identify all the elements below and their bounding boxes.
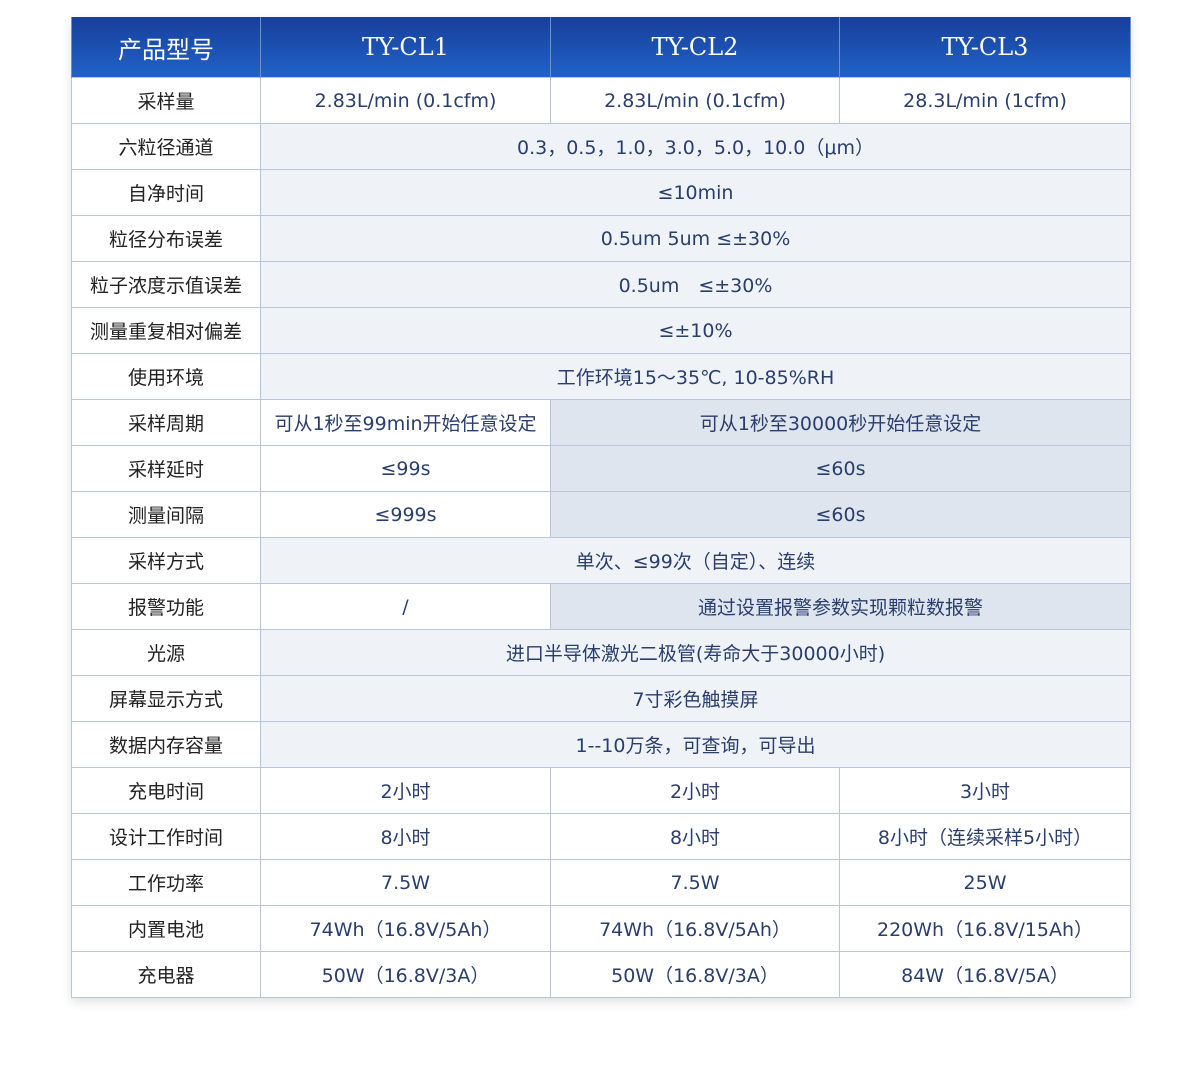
row-value: 8小时: [260, 813, 551, 860]
row-value: 2.83L/min (0.1cfm): [550, 77, 840, 124]
row-label: 内置电池: [71, 905, 261, 952]
table-row: 测量重复相对偏差 ≤±10%: [71, 307, 1131, 354]
table-row: 六粒径通道 0.3，0.5，1.0，3.0，5.0，10.0（μm）: [71, 123, 1131, 170]
row-value: ≤60s: [550, 491, 1131, 538]
row-value: 8小时（连续采样5小时）: [839, 813, 1131, 860]
table-row: 测量间隔 ≤999s ≤60s: [71, 491, 1131, 538]
table-row: 充电器 50W（16.8V/3A） 50W（16.8V/3A） 84W（16.8V/5…: [71, 951, 1131, 998]
row-label: 测量间隔: [71, 491, 261, 538]
row-value: 84W（16.8V/5A）: [839, 951, 1131, 998]
row-label: 光源: [71, 629, 261, 676]
table-row: 采样周期 可从1秒至99min开始任意设定 可从1秒至30000秒开始任意设定: [71, 399, 1131, 446]
row-value: /: [260, 583, 551, 630]
table-row: 采样量 2.83L/min (0.1cfm) 2.83L/min (0.1cfm) 2…: [71, 77, 1131, 124]
table-row: 采样方式 单次、≤99次（自定）、连续: [71, 537, 1131, 584]
table-row: 粒径分布误差 0.5um 5um ≤±30%: [71, 215, 1131, 262]
row-value: 25W: [839, 859, 1131, 906]
row-value: ≤10min: [260, 169, 1131, 216]
table-row: 光源 进口半导体激光二极管(寿命大于30000小时): [71, 629, 1131, 676]
row-value: 0.5um 5um ≤±30%: [260, 215, 1131, 262]
row-label: 屏幕显示方式: [71, 675, 261, 722]
table-row: 屏幕显示方式 7寸彩色触摸屏: [71, 675, 1131, 722]
row-value: ≤60s: [550, 445, 1131, 492]
row-label: 粒子浓度示值误差: [71, 261, 261, 308]
spec-table-body: 采样量 2.83L/min (0.1cfm) 2.83L/min (0.1cfm) 2…: [71, 77, 1131, 998]
table-row: 粒子浓度示值误差 0.5um ≤±30%: [71, 261, 1131, 308]
row-value: 7.5W: [260, 859, 551, 906]
row-value: 7寸彩色触摸屏: [260, 675, 1131, 722]
row-label: 采样量: [71, 77, 261, 124]
row-label: 采样方式: [71, 537, 261, 584]
row-label: 自净时间: [71, 169, 261, 216]
table-row: 数据内存容量 1--10万条，可查询，可导出: [71, 721, 1131, 768]
row-value: 8小时: [550, 813, 840, 860]
table-row: 报警功能 / 通过设置报警参数实现颗粒数报警: [71, 583, 1131, 630]
row-value: 74Wh（16.8V/5Ah）: [260, 905, 551, 952]
row-value: 50W（16.8V/3A）: [260, 951, 551, 998]
header-ty-cl2: TY-CL2: [550, 17, 840, 78]
header-row: 产品型号 TY-CL1 TY-CL2 TY-CL3: [71, 17, 1131, 78]
row-value: ≤999s: [260, 491, 551, 538]
row-label: 测量重复相对偏差: [71, 307, 261, 354]
table-row: 设计工作时间 8小时 8小时 8小时（连续采样5小时）: [71, 813, 1131, 860]
row-label: 使用环境: [71, 353, 261, 400]
row-label: 六粒径通道: [71, 123, 261, 170]
table-row: 自净时间 ≤10min: [71, 169, 1131, 216]
row-label: 采样周期: [71, 399, 261, 446]
row-value: 28.3L/min (1cfm): [839, 77, 1131, 124]
row-value: 进口半导体激光二极管(寿命大于30000小时): [260, 629, 1131, 676]
spec-table: 产品型号 TY-CL1 TY-CL2 TY-CL3 采样量 2.83L/min (…: [71, 17, 1131, 998]
row-label: 数据内存容量: [71, 721, 261, 768]
row-label: 设计工作时间: [71, 813, 261, 860]
row-label: 充电器: [71, 951, 261, 998]
row-value: 1--10万条，可查询，可导出: [260, 721, 1131, 768]
row-value: ≤99s: [260, 445, 551, 492]
row-label: 工作功率: [71, 859, 261, 906]
row-label: 报警功能: [71, 583, 261, 630]
row-value: 工作环境15～35℃, 10-85%RH: [260, 353, 1131, 400]
row-value: 单次、≤99次（自定）、连续: [260, 537, 1131, 584]
header-ty-cl3: TY-CL3: [839, 17, 1131, 78]
row-value: 50W（16.8V/3A）: [550, 951, 840, 998]
table-row: 工作功率 7.5W 7.5W 25W: [71, 859, 1131, 906]
header-ty-cl1: TY-CL1: [260, 17, 551, 78]
row-value: 0.3，0.5，1.0，3.0，5.0，10.0（μm）: [260, 123, 1131, 170]
row-value: 7.5W: [550, 859, 840, 906]
row-value: 220Wh（16.8V/15Ah）: [839, 905, 1131, 952]
row-value: 2.83L/min (0.1cfm): [260, 77, 551, 124]
table-row: 使用环境 工作环境15～35℃, 10-85%RH: [71, 353, 1131, 400]
row-value: 0.5um ≤±30%: [260, 261, 1131, 308]
row-value: 可从1秒至99min开始任意设定: [260, 399, 551, 446]
header-model-label: 产品型号: [71, 17, 261, 78]
table-row: 内置电池 74Wh（16.8V/5Ah） 74Wh（16.8V/5Ah） 220Wh（…: [71, 905, 1131, 952]
row-value: ≤±10%: [260, 307, 1131, 354]
table-row: 采样延时 ≤99s ≤60s: [71, 445, 1131, 492]
row-value: 可从1秒至30000秒开始任意设定: [550, 399, 1131, 446]
row-value: 通过设置报警参数实现颗粒数报警: [550, 583, 1131, 630]
row-value: 2小时: [260, 767, 551, 814]
row-value: 2小时: [550, 767, 840, 814]
row-value: 3小时: [839, 767, 1131, 814]
row-label: 充电时间: [71, 767, 261, 814]
table-row: 充电时间 2小时 2小时 3小时: [71, 767, 1131, 814]
row-value: 74Wh（16.8V/5Ah）: [550, 905, 840, 952]
row-label: 粒径分布误差: [71, 215, 261, 262]
row-label: 采样延时: [71, 445, 261, 492]
